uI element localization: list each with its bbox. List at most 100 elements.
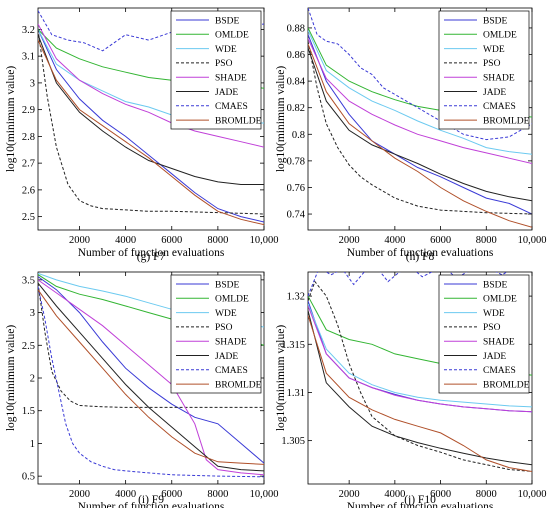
x-tick-label: 10,000 <box>250 235 279 246</box>
subplot-caption: (j) F10 <box>404 494 436 506</box>
legend-label: WDE <box>483 309 505 319</box>
y-tick-label: 2.9 <box>22 105 35 116</box>
y-tick-label: 0.78 <box>287 156 305 167</box>
y-tick-label: 3.5 <box>22 275 35 286</box>
y-tick-label: 2 <box>30 374 35 385</box>
legend-label: SHADE <box>483 74 515 84</box>
x-axis-label: Number of function evaluations <box>78 247 225 259</box>
x-tick-label: 6000 <box>430 235 451 246</box>
y-tick-label: 3.2 <box>22 25 35 36</box>
legend-box <box>170 10 262 130</box>
subplot-caption: (g) F7 <box>137 251 166 263</box>
chart-4: 2000 4000 6000 8000 10,000 1.305 1.31 1.315 1.32… <box>275 271 546 508</box>
x-tick-label: 6000 <box>161 235 182 246</box>
series-line-bromlde <box>38 289 264 465</box>
y-tick-label: 3 <box>30 308 35 319</box>
legend-label: BSDE <box>215 280 239 290</box>
y-tick-label: 0.8 <box>292 130 305 141</box>
chart-3: 2000 4000 6000 8000 10,000 0.5 1 1.5 2 2.5 3 3.5 BSD… <box>5 271 279 508</box>
series-line-jade <box>308 47 532 202</box>
legend-label: BROMLDE <box>483 380 530 390</box>
legend-label: WDE <box>215 309 237 319</box>
legend-label: OMLDE <box>215 295 249 305</box>
series-line-shade <box>308 305 532 413</box>
y-tick-label: 2.5 <box>22 341 35 352</box>
y-tick-label: 3 <box>30 78 35 89</box>
series-line-shade <box>38 23 264 148</box>
x-tick-label: 4000 <box>115 235 136 246</box>
legend-label: BSDE <box>483 280 507 290</box>
series-line-jade <box>38 34 264 185</box>
x-tick-label: 6000 <box>161 489 182 500</box>
series-line-pso <box>38 283 264 408</box>
legend-label: PSO <box>483 59 501 69</box>
y-tick-label: 0.88 <box>287 23 305 34</box>
x-tick-label: 2000 <box>69 235 90 246</box>
x-tick-label: 8000 <box>207 489 228 500</box>
series-line-cmaes <box>308 8 532 141</box>
legend: BSDE OMLDE WDE PSO SHADE JADE CMAES BROMLDE <box>170 10 262 130</box>
legend-label: PSO <box>215 59 233 69</box>
y-tick-label: 0.86 <box>287 50 305 61</box>
legend-label: BROMLDE <box>215 380 262 390</box>
x-tick-label: 2000 <box>69 489 90 500</box>
y-tick-label: 2.8 <box>22 132 35 143</box>
series-line-bromlde <box>308 315 532 472</box>
y-tick-label: 0.74 <box>287 210 306 221</box>
x-tick-label: 8000 <box>476 235 497 246</box>
y-tick-label: 2.7 <box>22 159 35 170</box>
series-line-pso <box>308 280 532 472</box>
series-line-bsde <box>308 34 532 215</box>
y-tick-label: 3.1 <box>22 52 35 63</box>
legend-label: JADE <box>215 352 238 362</box>
legend-label: OMLDE <box>483 31 517 41</box>
series-line-cmaes <box>38 286 264 478</box>
y-tick-label: 1.32 <box>287 292 305 303</box>
x-axis-label: Number of function evaluations <box>347 247 494 259</box>
series-line-bsde <box>38 276 264 464</box>
legend-label: CMAES <box>215 102 248 112</box>
y-tick-label: 0.82 <box>287 103 305 114</box>
legend: BSDE OMLDE WDE PSO SHADE JADE CMAES BROMLDE <box>170 274 262 394</box>
series-line-bromlde <box>308 43 532 228</box>
legend-label: JADE <box>483 88 506 98</box>
legend-label: JADE <box>483 352 506 362</box>
series-line-bromlde <box>38 39 264 226</box>
x-tick-label: 6000 <box>430 489 451 500</box>
x-axis-label: Number of function evaluations <box>347 501 494 508</box>
y-tick-label: 2.6 <box>22 185 35 196</box>
series-line-cmaes <box>308 272 508 297</box>
legend-label: BROMLDE <box>215 116 262 126</box>
y-tick-label: 0.84 <box>287 77 306 88</box>
legend-label: SHADE <box>215 338 247 348</box>
legend-label: OMLDE <box>483 295 517 305</box>
legend-label: PSO <box>215 323 233 333</box>
chart-1: 2000 4000 6000 8000 10,000 2.5 2.6 2.7 2.8 2.9 3 3.… <box>5 7 279 263</box>
series-line-pso <box>308 41 532 215</box>
series-line-wde <box>308 30 532 155</box>
y-axis-label: log10(minimum value) <box>275 66 287 173</box>
x-tick-label: 8000 <box>207 235 228 246</box>
subplot-caption: (h) F8 <box>406 251 435 263</box>
legend-label: JADE <box>215 88 238 98</box>
legend-label: CMAES <box>215 366 248 376</box>
y-tick-label: 1.315 <box>281 340 305 351</box>
legend-label: OMLDE <box>215 31 249 41</box>
legend-box <box>438 10 530 130</box>
legend: BSDE OMLDE WDE PSO SHADE JADE CMAES BROMLDE <box>438 10 530 130</box>
series-line-bsde <box>38 29 264 223</box>
y-tick-label: 1.31 <box>287 388 305 399</box>
legend-label: SHADE <box>483 338 515 348</box>
y-tick-label: 2.5 <box>22 212 35 223</box>
y-axis-label: log10(minimum value) <box>275 325 287 432</box>
x-tick-label: 10,000 <box>250 489 279 500</box>
legend-label: CMAES <box>483 102 516 112</box>
x-tick-label: 2000 <box>339 489 360 500</box>
x-tick-label: 4000 <box>115 489 136 500</box>
y-tick-label: 1.5 <box>22 406 35 417</box>
series-line-jade <box>38 282 264 472</box>
y-tick-label: 1.305 <box>281 436 305 447</box>
legend-label: WDE <box>215 45 237 55</box>
legend-label: BROMLDE <box>483 116 530 126</box>
